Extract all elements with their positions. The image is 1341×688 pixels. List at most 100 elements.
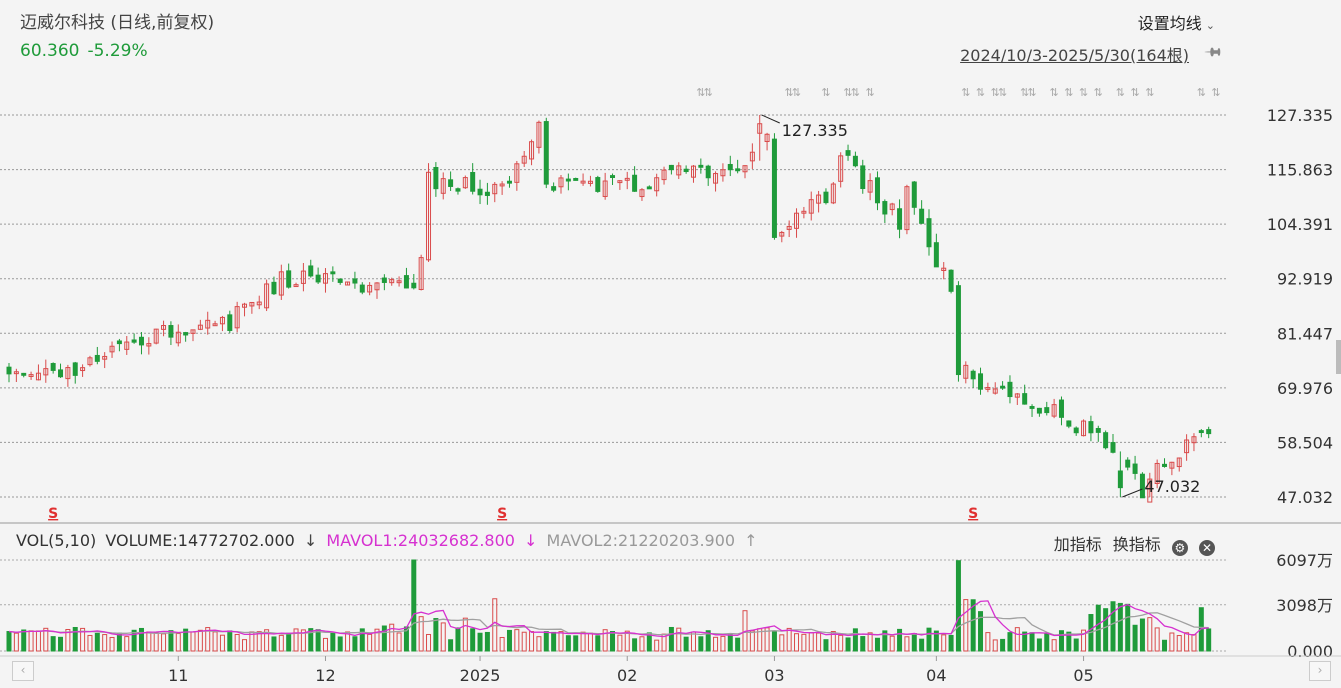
candle-body [1088, 421, 1094, 434]
ma-setting-button[interactable]: 设置均线 ⌄ [1138, 10, 1215, 34]
gear-icon[interactable]: ⚙ [1171, 540, 1188, 556]
volume-bar [1000, 638, 1006, 652]
volume-tick-label: 3098万 [1276, 596, 1333, 615]
volume-bar [1066, 631, 1072, 652]
candle-body [35, 372, 41, 381]
candle-body [720, 169, 726, 177]
volume-bar [374, 628, 380, 652]
volume-bar [727, 634, 733, 652]
candle-body [477, 188, 483, 196]
candle-body [1125, 459, 1131, 468]
candle-body [43, 368, 49, 376]
event-icon: ⇅ [1197, 86, 1206, 99]
x-tick-label: 04 [926, 666, 946, 685]
low-arrow [1122, 488, 1143, 498]
volume-bar [698, 636, 704, 652]
low-label: 47.032 [1144, 477, 1200, 496]
price-change: 60.360 -5.29% [20, 41, 148, 61]
date-range-link[interactable]: 2024/10/3-2025/5/30(164根) [960, 46, 1189, 65]
volume-bar [1117, 602, 1123, 652]
volume-bar [860, 636, 866, 652]
volume-bar [212, 631, 218, 652]
volume-bar [124, 636, 130, 652]
candle-body [786, 225, 792, 230]
volume-bar [197, 629, 203, 652]
candle-body [440, 178, 446, 194]
volume-tick-label: 6097万 [1276, 551, 1333, 570]
event-icon: ⇅ [785, 86, 794, 99]
volume-bar [337, 636, 343, 652]
candle-body [352, 278, 358, 284]
candle-body [624, 177, 630, 181]
candle-body [948, 269, 954, 292]
candle-body [1022, 393, 1028, 405]
candle-body [764, 133, 770, 143]
volume-bar [35, 630, 41, 652]
candle-body [985, 386, 991, 390]
candle-body [690, 165, 696, 178]
close-icon[interactable]: ✕ [1199, 540, 1215, 556]
scroll-right-button[interactable]: › [1309, 661, 1331, 681]
volume-bar [632, 638, 638, 652]
arrow-up-icon: ↑ [744, 531, 758, 550]
scroll-left-button[interactable]: ‹ [12, 661, 34, 681]
volume-bar [359, 628, 365, 652]
volume-bar [153, 632, 159, 652]
volume-bar [418, 616, 424, 652]
x-tick-label: 2025 [460, 666, 501, 685]
candle-body [889, 203, 895, 211]
price-tick-label: 115.863 [1267, 161, 1333, 180]
candle-body [558, 177, 564, 188]
candle-body [1051, 404, 1057, 417]
candle-body [1206, 429, 1212, 435]
candle-body [1058, 399, 1064, 418]
candle-body [1095, 428, 1101, 433]
volume-bar [705, 630, 711, 652]
candle-body [322, 273, 328, 284]
vol-value: VOLUME:14772702.000 [105, 531, 295, 550]
switch-indicator-button[interactable]: 换指标 [1112, 535, 1161, 554]
volume-bar [433, 618, 439, 652]
volume-bar [109, 636, 115, 652]
candle-body [102, 355, 108, 360]
candle-body [374, 282, 380, 291]
price-tick-label: 127.335 [1267, 106, 1333, 125]
candle-body [286, 270, 292, 288]
candle-body [1139, 473, 1145, 499]
volume-bar [720, 635, 726, 652]
candle-body [742, 165, 748, 173]
candle-body [50, 363, 56, 371]
candle-body [1154, 462, 1160, 485]
candle-body [28, 374, 34, 377]
event-icon: ⇅ [851, 86, 860, 99]
candle-body [183, 332, 189, 336]
event-icon: ⇅ [1020, 86, 1029, 99]
ma-setting-label: 设置均线 [1137, 14, 1202, 33]
event-icon: ⇅ [696, 86, 705, 99]
volume-bar [794, 633, 800, 652]
event-icon: ⇅ [976, 86, 985, 99]
volume-tick-label: 0.000 [1287, 642, 1333, 661]
candle-body [602, 180, 608, 197]
volume-bar [396, 632, 402, 652]
resize-handle[interactable] [1336, 340, 1341, 374]
volume-bar [367, 633, 373, 652]
candle-body [455, 188, 461, 192]
volume-bar [867, 632, 873, 652]
volume-bar [477, 632, 483, 652]
volume-bar [823, 639, 829, 652]
volume-bar [190, 631, 196, 652]
volume-bar [102, 634, 108, 652]
volume-bar [227, 630, 233, 652]
volume-bar [852, 628, 858, 652]
candle-body [919, 208, 925, 224]
candle-body [242, 303, 248, 308]
volume-bar [65, 628, 71, 652]
candle-body [403, 275, 409, 289]
volume-bar [161, 633, 167, 652]
volume-bar [735, 637, 741, 652]
add-indicator-button[interactable]: 加指标 [1053, 535, 1102, 554]
candle-body [587, 180, 593, 184]
candle-body [94, 354, 100, 362]
